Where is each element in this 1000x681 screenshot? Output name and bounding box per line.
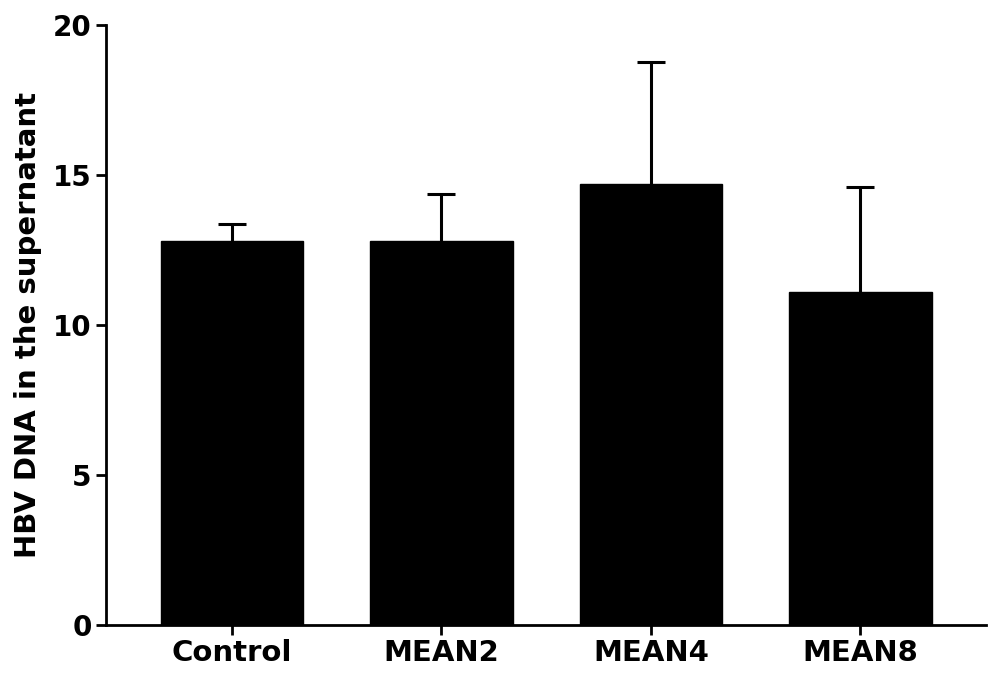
Bar (789, 291, 932, 624)
Y-axis label: HBV DNA in the supernatant: HBV DNA in the supernatant (14, 92, 42, 558)
Bar (370, 241, 513, 624)
Bar (161, 241, 303, 624)
Bar (580, 184, 722, 624)
